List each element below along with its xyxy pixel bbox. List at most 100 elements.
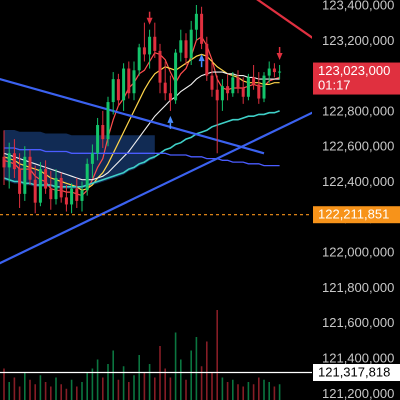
candle-body[interactable] [257,84,261,99]
candle-body[interactable] [200,13,204,44]
y-tick-label: 122,600,000 [322,139,394,154]
reference-price-label: 121,317,818 [313,364,400,382]
ascending-blue-trendline[interactable] [0,111,316,266]
y-tick-label: 123,200,000 [322,33,394,48]
volume-bar [122,366,125,400]
candle-body[interactable] [116,79,120,101]
volume-bar [263,379,265,400]
volume-bar [268,382,270,400]
volume-bar [55,377,57,400]
volume-bar [138,355,140,400]
candle-body[interactable] [64,197,68,205]
volume-bar [200,366,203,400]
candle-body[interactable] [18,169,22,194]
candle-body[interactable] [101,125,105,140]
candle-body[interactable] [184,40,188,58]
candle-body[interactable] [137,47,141,71]
candle-body[interactable] [132,70,136,94]
candle-body[interactable] [75,188,79,201]
current-price-box [313,62,400,95]
candle-body[interactable] [90,153,94,164]
candle-body[interactable] [59,177,63,198]
y-tick-label: 123,400,000 [322,0,394,13]
candle-body[interactable] [49,188,53,200]
candle-body[interactable] [179,40,183,53]
candle-body[interactable] [226,86,230,94]
candle-body[interactable] [12,153,16,170]
volume-bar [164,368,166,400]
candle-body[interactable] [122,68,126,101]
candle-body[interactable] [236,77,240,88]
volume-bar [65,388,68,400]
volume-bar [60,384,62,400]
candle-body[interactable] [96,125,100,154]
candle-body[interactable] [153,36,157,51]
volume-bar [180,359,182,400]
candle-body[interactable] [262,75,266,99]
volume-bar [195,337,198,400]
volume-bar [211,373,213,400]
volume-bar [70,379,73,400]
volume-bar [190,350,192,400]
candle-body[interactable] [2,156,6,168]
candle-body[interactable] [231,77,235,94]
y-axis[interactable]: 123,400,000123,200,000123,000,000122,800… [322,0,394,400]
volume-bar [226,382,229,400]
candle-body[interactable] [220,86,224,101]
volume-bar [112,350,114,400]
candle-body[interactable] [194,13,198,30]
candle-body[interactable] [7,153,11,168]
descending-blue-trendline[interactable] [0,77,265,155]
candle-body[interactable] [38,169,42,203]
candle-body[interactable] [189,29,193,58]
candle-body[interactable] [241,87,245,97]
volume-bar [76,386,78,400]
candle-body[interactable] [163,82,167,94]
volume-bar [133,375,135,400]
volume-bar [221,377,224,400]
candle-body[interactable] [142,47,146,55]
candle-body[interactable] [148,36,152,55]
candle-body[interactable] [272,68,276,73]
volume-bar [237,384,239,400]
current-price-text: 123,023,000 [318,63,390,78]
candle-body[interactable] [205,43,209,76]
sell-arrow [276,53,283,61]
low-price-text: 122,211,851 [318,207,389,222]
volume-bar [258,377,260,400]
volume-bar [273,386,276,400]
volume-bar [206,341,208,400]
volume-bar [148,364,151,400]
plot-area[interactable] [0,0,316,400]
volume-bar [44,382,47,400]
candle-body[interactable] [246,77,250,97]
candle-body[interactable] [33,179,37,203]
y-tick-label: 121,600,000 [322,315,394,330]
candle-body[interactable] [158,50,162,83]
candle-body[interactable] [28,156,32,180]
candle-body[interactable] [54,177,58,200]
candle-body[interactable] [168,93,172,101]
candle-body[interactable] [85,163,89,191]
candle-body[interactable] [174,52,178,101]
candle-body[interactable] [111,79,115,103]
candle-body[interactable] [278,71,282,73]
volume-bar [8,382,10,400]
candle-body[interactable] [44,169,48,189]
candle-body[interactable] [267,68,271,76]
descending-red-trendline[interactable] [212,0,316,40]
y-tick-label: 122,400,000 [322,174,394,189]
candle-body[interactable] [252,77,256,85]
candle-body[interactable] [106,102,110,140]
candle-body[interactable] [215,89,219,101]
y-tick-label: 122,800,000 [322,103,394,118]
volume-bar [50,386,52,400]
candle-body[interactable] [127,68,131,94]
candle-body[interactable] [80,190,84,201]
ma-10-line [3,53,280,191]
candle-body[interactable] [70,188,74,205]
candle-body[interactable] [210,75,214,90]
volume-bar [128,382,130,400]
candle-body[interactable] [23,156,27,194]
